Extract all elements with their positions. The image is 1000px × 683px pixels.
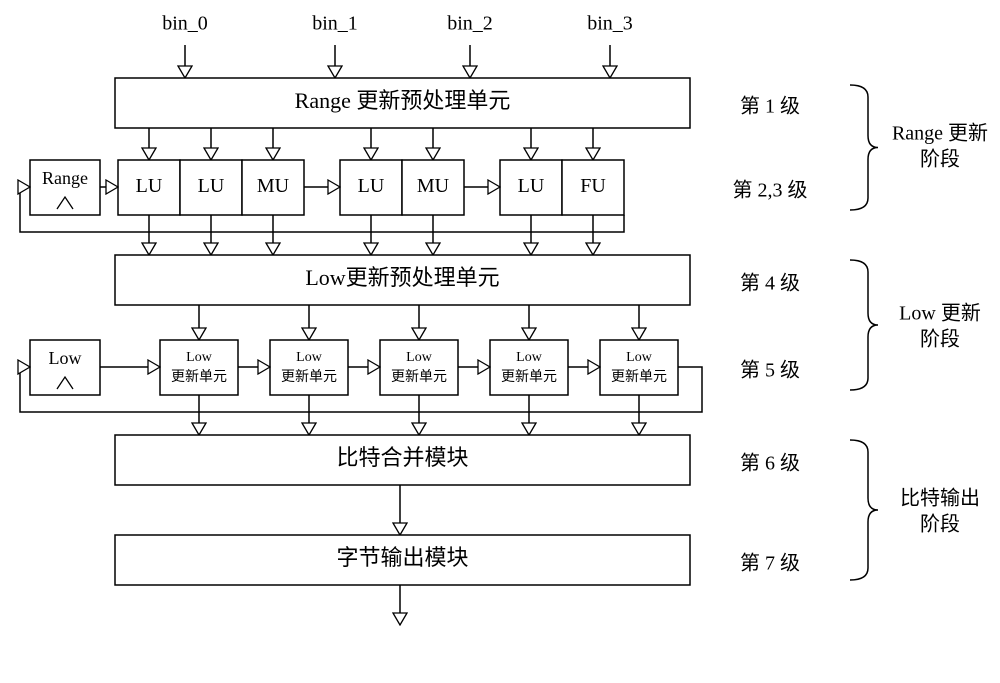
lu1-label: LU: [136, 175, 163, 197]
phase-p3-l2: 阶段: [920, 513, 960, 536]
input-label-bin3: bin_3: [587, 13, 633, 35]
lowu5-l2: 更新单元: [611, 369, 667, 385]
lowu1-l1: Low: [186, 350, 213, 365]
bitmerge-label: 比特合并模块: [336, 445, 468, 470]
mu2-label: MU: [417, 175, 450, 197]
lowu4-l2: 更新单元: [501, 369, 557, 385]
stage-s5: 第 5 级: [740, 359, 800, 382]
byteout-label: 字节输出模块: [336, 545, 468, 570]
brace-p1: [850, 85, 878, 210]
lowu1-box: [160, 340, 238, 395]
low-pre-label: Low更新预处理单元: [305, 265, 499, 290]
lowu1-l2: 更新单元: [171, 369, 227, 385]
fu-label: FU: [580, 175, 606, 197]
lowu2-box: [270, 340, 348, 395]
lowu4-l1: Low: [516, 350, 543, 365]
input-label-bin1: bin_1: [312, 13, 358, 35]
lowu2-l2: 更新单元: [281, 369, 337, 385]
stage-s4: 第 4 级: [740, 272, 800, 295]
mu1-label: MU: [257, 175, 290, 197]
lu4-label: LU: [518, 175, 545, 197]
lowu3-box: [380, 340, 458, 395]
stage-s6: 第 6 级: [740, 452, 800, 475]
lowu3-l1: Low: [406, 350, 433, 365]
stage-s1: 第 1 级: [740, 95, 800, 118]
input-label-bin0: bin_0: [162, 13, 208, 35]
lowu2-l1: Low: [296, 350, 323, 365]
stage-s23: 第 2,3 级: [733, 179, 808, 202]
brace-p3: [850, 440, 878, 580]
input-label-bin2: bin_2: [447, 13, 493, 35]
phase-p1-l1: Range 更新: [892, 122, 988, 145]
lowu3-l2: 更新单元: [391, 369, 447, 385]
phase-p2-l1: Low 更新: [899, 302, 981, 325]
lowu5-l1: Low: [626, 350, 653, 365]
phase-p2-l2: 阶段: [920, 328, 960, 351]
range-reg-label: Range: [42, 168, 88, 188]
phase-p1-l2: 阶段: [920, 148, 960, 171]
lu2-label: LU: [198, 175, 225, 197]
range-pre-label: Range 更新预处理单元: [295, 88, 511, 113]
lu3-label: LU: [358, 175, 385, 197]
lowu5-box: [600, 340, 678, 395]
phase-p3-l1: 比特输出: [900, 487, 980, 510]
stage-s7: 第 7 级: [740, 552, 800, 575]
brace-p2: [850, 260, 878, 390]
low-reg-label: Low: [49, 348, 82, 368]
lowu4-box: [490, 340, 568, 395]
